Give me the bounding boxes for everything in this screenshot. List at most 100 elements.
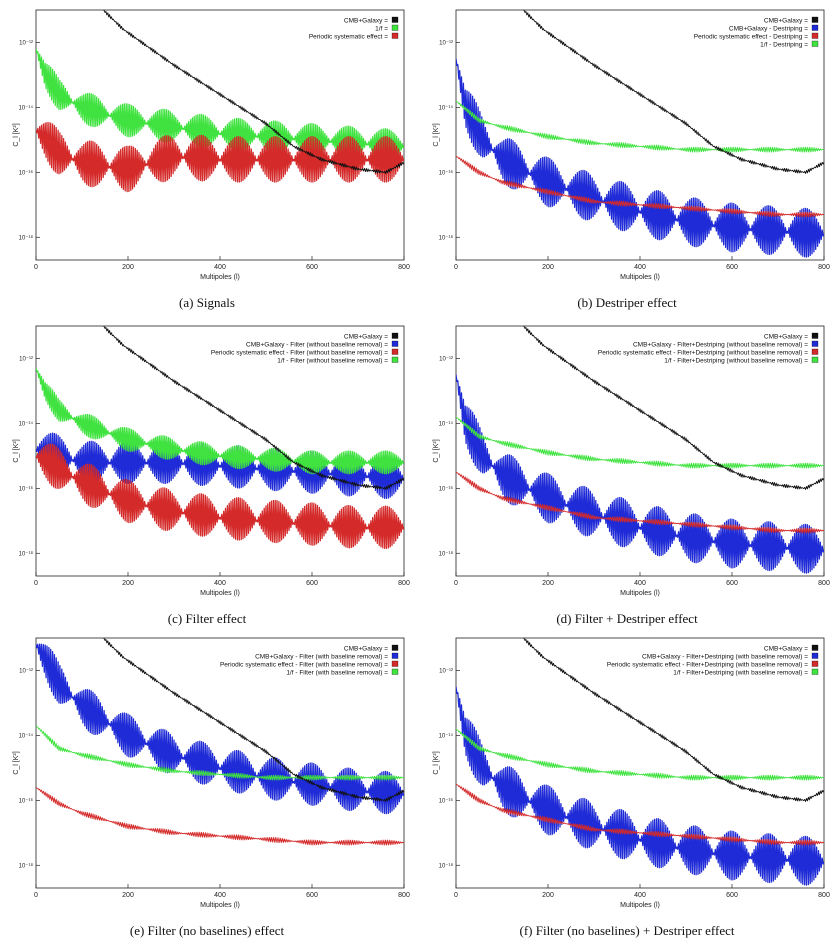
- x-tick-label: 200: [122, 892, 134, 899]
- x-tick-label: 400: [634, 580, 646, 587]
- x-tick-label: 200: [542, 580, 554, 587]
- panel-c-filter: 0 200 400 600 800 10⁻¹² 10⁻¹⁴ 10⁻¹⁶ 10⁻¹⁸ Multipo…: [4, 318, 410, 634]
- series-blue-line: [456, 58, 824, 258]
- legend-entry: CMB+Galaxy =: [764, 646, 808, 653]
- y-tick-label: 10⁻¹⁴: [439, 732, 454, 739]
- plot-area: [456, 638, 824, 886]
- y-axis-label: C_l [K²]: [433, 751, 440, 774]
- panel-e-filter-nobaselines: 0 200 400 600 800 10⁻¹² 10⁻¹⁴ 10⁻¹⁶ 10⁻¹⁸ Multipo…: [4, 630, 410, 946]
- legend-entry: 1/f - Filter (without baseline removal) …: [277, 358, 388, 365]
- legend-entry: Periodic systematic effect - Destriping …: [694, 34, 808, 41]
- x-tick-label: 400: [634, 264, 646, 271]
- x-axis-label: Multipoles (l): [620, 590, 660, 597]
- chart-e: 0 200 400 600 800 10⁻¹² 10⁻¹⁴ 10⁻¹⁶ 10⁻¹⁸ Multipo…: [13, 637, 410, 909]
- legend-entry: CMB+Galaxy =: [764, 334, 808, 341]
- x-tick-label: 800: [398, 580, 410, 587]
- y-tick-label: 10⁻¹²: [19, 668, 33, 674]
- y-tick-label: 10⁻¹⁴: [439, 420, 454, 427]
- y-axis-label: C_l [K²]: [13, 439, 20, 462]
- legend-swatch: [391, 32, 399, 39]
- x-tick-label: 400: [214, 892, 226, 899]
- y-tick-label: 10⁻¹⁶: [439, 169, 454, 176]
- y-tick-label: 10⁻¹⁸: [19, 862, 34, 869]
- x-tick-label: 200: [542, 892, 554, 899]
- panel-b-destriper: 0 200 400 600 800 10⁻¹² 10⁻¹⁴ 10⁻¹⁶ 10⁻¹⁸ Multipo…: [424, 2, 830, 318]
- y-tick-label: 10⁻¹⁴: [439, 104, 454, 111]
- y-axis-label: C_l [K²]: [433, 123, 440, 146]
- plot-area: [456, 326, 824, 574]
- legend-entry: CMB+Galaxy - Filter+Destriping (without …: [633, 342, 808, 349]
- x-tick-label: 0: [454, 264, 458, 271]
- x-tick-label: 0: [34, 892, 38, 899]
- panel-d-filter-destriper: 0 200 400 600 800 10⁻¹² 10⁻¹⁴ 10⁻¹⁶ 10⁻¹⁸ Multipo…: [424, 318, 830, 634]
- legend-swatch: [811, 24, 819, 31]
- series-black-line: [102, 638, 404, 802]
- x-tick-label: 200: [542, 264, 554, 271]
- x-tick-label: 200: [122, 264, 134, 271]
- x-tick-label: 800: [818, 264, 830, 271]
- legend-entry: CMB+Galaxy =: [344, 646, 388, 653]
- y-tick-label: 10⁻¹⁶: [439, 485, 454, 492]
- y-tick-label: 10⁻¹⁴: [19, 104, 34, 111]
- legend-swatch: [391, 16, 399, 23]
- legend-entry: 1/f - Destriping =: [760, 42, 808, 49]
- y-tick-label: 10⁻¹⁴: [19, 732, 34, 739]
- legend-entry: CMB+Galaxy =: [344, 334, 388, 341]
- series-blue-line: [456, 374, 824, 574]
- y-tick-label: 10⁻¹⁸: [19, 234, 34, 241]
- legend-swatch: [811, 652, 819, 659]
- series-green-line: [36, 725, 404, 781]
- series-green-line: [456, 728, 824, 781]
- legend-entry: CMB+Galaxy =: [344, 18, 388, 25]
- caption-b: (b) Destriper effect: [577, 295, 677, 310]
- x-tick-label: 0: [34, 580, 38, 587]
- y-tick-label: 10⁻¹⁸: [439, 234, 454, 241]
- legend-swatch: [811, 40, 819, 47]
- legend-swatch: [391, 356, 399, 363]
- y-tick-label: 10⁻¹⁴: [19, 420, 34, 427]
- legend-entry: CMB+Galaxy =: [764, 18, 808, 25]
- plot-area: [36, 10, 404, 193]
- y-tick-label: 10⁻¹⁸: [19, 550, 34, 557]
- legend-swatch: [811, 644, 819, 651]
- legend-swatch: [811, 356, 819, 363]
- x-tick-label: 400: [214, 580, 226, 587]
- legend-entry: Periodic systematic effect - Filter (wit…: [211, 350, 388, 357]
- x-tick-label: 600: [306, 580, 318, 587]
- legend-swatch: [391, 644, 399, 651]
- legend-swatch: [391, 668, 399, 675]
- x-tick-label: 800: [818, 892, 830, 899]
- y-tick-label: 10⁻¹²: [19, 356, 33, 362]
- series-green-line: [456, 100, 824, 153]
- series-blue-line: [456, 686, 824, 886]
- caption-a: (a) Signals: [179, 295, 235, 310]
- x-axis-label: Multipoles (l): [200, 274, 240, 281]
- legend-entry: 1/f - Filter (with baseline removal) =: [286, 670, 388, 677]
- x-tick-label: 600: [726, 264, 738, 271]
- y-tick-label: 10⁻¹⁶: [19, 485, 34, 492]
- caption-d: (d) Filter + Destriper effect: [556, 611, 698, 626]
- series-red-line: [456, 471, 824, 534]
- legend-swatch: [811, 16, 819, 23]
- legend-swatch: [811, 348, 819, 355]
- legend-entry: 1/f - Filter+Destriping (without baselin…: [664, 358, 808, 365]
- y-axis-label: C_l [K²]: [13, 751, 20, 774]
- y-tick-label: 10⁻¹⁶: [19, 169, 34, 176]
- x-tick-label: 600: [306, 264, 318, 271]
- legend-swatch: [811, 668, 819, 675]
- legend-entry: Periodic systematic effect - Filter (wit…: [220, 662, 388, 669]
- plot-area: [36, 638, 404, 846]
- x-tick-label: 600: [306, 892, 318, 899]
- series-green-line: [36, 368, 404, 475]
- x-tick-label: 400: [214, 264, 226, 271]
- series-red-line: [36, 787, 404, 846]
- x-tick-label: 800: [818, 580, 830, 587]
- legend-swatch: [391, 340, 399, 347]
- y-axis-label: C_l [K²]: [433, 439, 440, 462]
- y-tick-label: 10⁻¹⁸: [439, 550, 454, 557]
- x-tick-label: 600: [726, 892, 738, 899]
- x-tick-label: 0: [34, 264, 38, 271]
- panel-a-signals: 0 200 400 600 800 10⁻¹² 10⁻¹⁴ 10⁻¹⁶ 10⁻¹⁸ Multipo…: [4, 2, 410, 318]
- legend-entry: CMB+Galaxy - Destriping =: [729, 26, 808, 33]
- legend-entry: CMB+Galaxy - Filter+Destriping (with bas…: [642, 654, 808, 661]
